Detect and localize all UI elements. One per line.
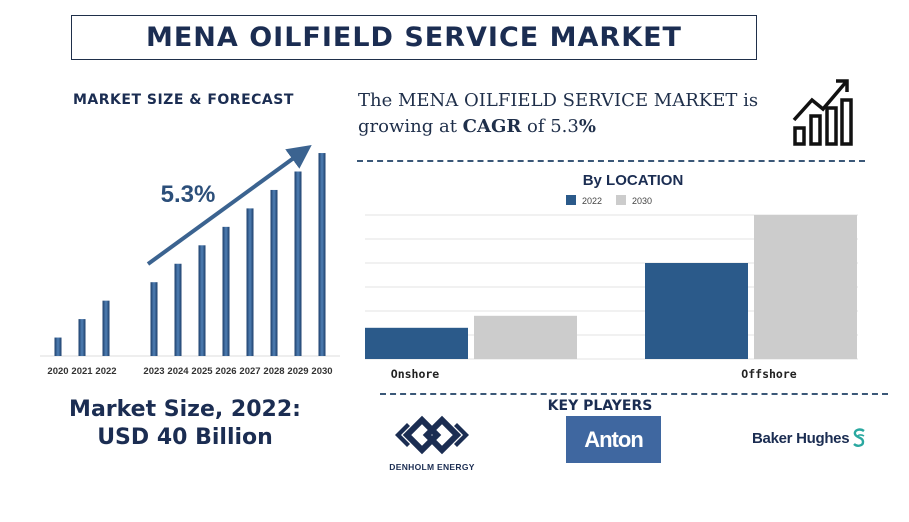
cagr-word: CAGR bbox=[462, 116, 522, 137]
year-tick-label: 2020 bbox=[47, 366, 68, 377]
year-tick-label: 2021 bbox=[71, 366, 93, 377]
forecast-bar bbox=[222, 226, 230, 356]
location-bar bbox=[754, 215, 857, 359]
cagr-statement-before: The MENA OILFIELD SERVICE MARKET is grow… bbox=[358, 90, 759, 137]
page-title: MENA OILFIELD SERVICE MARKET bbox=[146, 22, 682, 53]
year-tick-label: 2026 bbox=[215, 366, 236, 377]
denholm-logo-text: DENHOLM ENERGY bbox=[389, 462, 475, 472]
year-tick-label: 2025 bbox=[191, 366, 213, 377]
cagr-annotation: 5.3% bbox=[161, 181, 216, 208]
forecast-bar bbox=[318, 153, 326, 356]
year-tick-label: 2029 bbox=[287, 366, 308, 377]
chart-title: By LOCATION bbox=[583, 172, 684, 189]
year-tick-label: 2023 bbox=[143, 366, 164, 377]
forecast-bar bbox=[294, 171, 302, 356]
year-tick-label: 2024 bbox=[167, 366, 189, 377]
category-label: Offshore bbox=[741, 367, 796, 381]
baker-hughes-s-icon bbox=[853, 428, 866, 447]
market-size-statement: Market Size, 2022: USD 40 Billion bbox=[30, 396, 340, 452]
market-size-forecast-heading: MARKET SIZE & FORECAST bbox=[73, 92, 294, 108]
title-box: MENA OILFIELD SERVICE MARKET bbox=[71, 15, 757, 60]
cagr-percent-sign: % bbox=[578, 116, 596, 137]
forecast-bar bbox=[102, 300, 110, 356]
forecast-bar bbox=[174, 263, 182, 356]
cagr-statement-middle: of 5.3 bbox=[521, 116, 579, 137]
legend-swatch bbox=[566, 195, 576, 205]
year-tick-label: 2022 bbox=[95, 366, 116, 377]
legend-label: 2030 bbox=[632, 196, 652, 206]
cagr-statement: The MENA OILFIELD SERVICE MARKET is grow… bbox=[358, 88, 778, 140]
location-bar bbox=[365, 327, 468, 359]
forecast-bar bbox=[246, 208, 254, 356]
top-dashed-divider bbox=[357, 160, 865, 162]
year-tick-label: 2028 bbox=[263, 366, 284, 377]
growth-trend-icon bbox=[792, 79, 853, 146]
legend-swatch bbox=[616, 195, 626, 205]
market-size-line1: Market Size, 2022: bbox=[69, 397, 301, 422]
denholm-energy-logo: DENHOLM ENERGY bbox=[382, 414, 482, 472]
by-location-chart: By LOCATION 2022 2030 Onshore Offshore bbox=[365, 172, 858, 381]
forecast-bar bbox=[78, 319, 86, 356]
key-players-heading: KEY PLAYERS bbox=[547, 398, 653, 414]
category-label: Onshore bbox=[391, 367, 440, 381]
year-tick-label: 2030 bbox=[311, 366, 332, 377]
location-bar bbox=[645, 263, 748, 359]
market-forecast-chart: 2020 2021 2022 2023 2024 2025 2026 2027 2028 2029… bbox=[40, 144, 340, 377]
bottom-dashed-divider bbox=[380, 393, 888, 395]
forecast-bar bbox=[54, 337, 62, 356]
year-tick-label: 2027 bbox=[239, 366, 260, 377]
anton-logo-text: Anton bbox=[584, 426, 644, 452]
forecast-bar bbox=[198, 245, 206, 356]
location-bar bbox=[474, 315, 577, 359]
legend-label: 2022 bbox=[582, 196, 602, 206]
baker-hughes-logo-text: Baker Hughes bbox=[752, 429, 850, 447]
market-size-line2: USD 40 Billion bbox=[97, 425, 273, 450]
forecast-bar bbox=[270, 189, 278, 356]
denholm-logo-icon bbox=[395, 415, 469, 455]
baker-hughes-logo: Baker Hughes bbox=[752, 428, 866, 448]
anton-logo: Anton bbox=[566, 416, 661, 463]
growth-arrow bbox=[146, 144, 312, 266]
forecast-bar bbox=[150, 282, 158, 356]
